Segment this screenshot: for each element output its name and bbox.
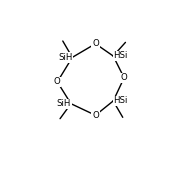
Text: HSi: HSi xyxy=(113,96,128,105)
Text: O: O xyxy=(121,73,127,82)
Text: O: O xyxy=(54,77,61,86)
Text: O: O xyxy=(92,39,99,48)
Text: SiH: SiH xyxy=(58,53,72,62)
Text: O: O xyxy=(92,111,99,120)
Text: SiH: SiH xyxy=(57,99,71,108)
Text: HSi: HSi xyxy=(113,52,128,61)
